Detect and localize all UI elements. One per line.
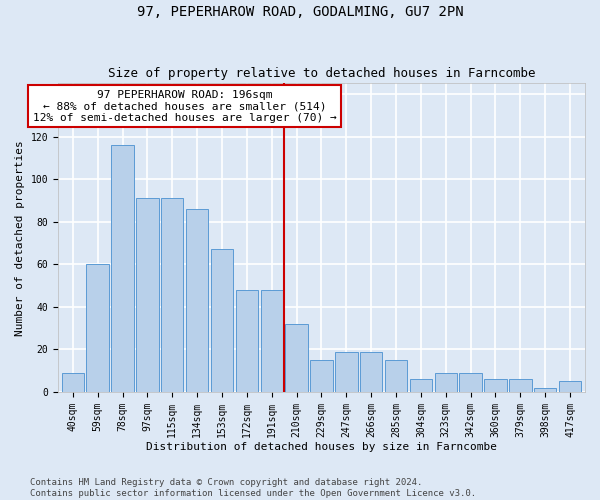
Bar xyxy=(62,373,84,392)
Text: 97, PEPERHAROW ROAD, GODALMING, GU7 2PN: 97, PEPERHAROW ROAD, GODALMING, GU7 2PN xyxy=(137,5,463,19)
Bar xyxy=(211,250,233,392)
Bar xyxy=(310,360,332,392)
Bar xyxy=(112,145,134,392)
Text: 97 PEPERHAROW ROAD: 196sqm
← 88% of detached houses are smaller (514)
12% of sem: 97 PEPERHAROW ROAD: 196sqm ← 88% of deta… xyxy=(33,90,337,123)
Bar xyxy=(460,373,482,392)
Bar xyxy=(335,352,358,392)
Bar xyxy=(136,198,158,392)
Bar xyxy=(86,264,109,392)
Bar xyxy=(161,198,184,392)
Y-axis label: Number of detached properties: Number of detached properties xyxy=(15,140,25,336)
Bar xyxy=(286,324,308,392)
Bar xyxy=(360,352,382,392)
Bar xyxy=(236,290,258,392)
Text: Contains HM Land Registry data © Crown copyright and database right 2024.
Contai: Contains HM Land Registry data © Crown c… xyxy=(30,478,476,498)
Bar xyxy=(559,382,581,392)
Bar xyxy=(260,290,283,392)
Bar xyxy=(385,360,407,392)
Bar xyxy=(186,209,208,392)
Title: Size of property relative to detached houses in Farncombe: Size of property relative to detached ho… xyxy=(108,66,535,80)
Bar xyxy=(410,379,432,392)
Bar xyxy=(534,388,556,392)
Bar xyxy=(509,379,532,392)
Bar xyxy=(484,379,506,392)
Bar xyxy=(434,373,457,392)
X-axis label: Distribution of detached houses by size in Farncombe: Distribution of detached houses by size … xyxy=(146,442,497,452)
